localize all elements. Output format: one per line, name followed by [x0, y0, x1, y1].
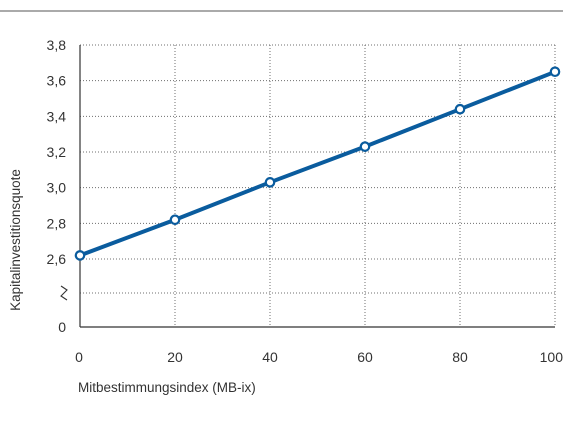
y-tick-label: 3,8	[47, 37, 67, 53]
data-point	[454, 103, 466, 115]
x-tick-label: 60	[357, 349, 373, 365]
x-tick-label: 40	[262, 349, 278, 365]
x-tick-label: 80	[452, 349, 468, 365]
x-tick-label: 100	[540, 349, 563, 365]
y-tick-label: 3,0	[47, 180, 67, 196]
y-axis-title: Kapitalinvestitionsquote	[8, 169, 23, 311]
y-tick-label: 3,4	[47, 108, 67, 124]
y-tick-label: 3,2	[47, 144, 67, 160]
data-point	[549, 66, 561, 78]
data-point	[264, 177, 276, 188]
axis-break-symbol	[60, 285, 68, 301]
x-tick-label: 20	[167, 349, 183, 365]
x-axis-title: Mitbestimmungsindex (MB-ix)	[78, 380, 256, 395]
y-tick-label: 2,6	[47, 251, 67, 267]
data-point	[359, 141, 371, 152]
y-tick-label: 3,6	[47, 73, 67, 89]
y-tick-label: 2,8	[47, 215, 67, 231]
data-point	[74, 250, 86, 261]
x-tick-label: 0	[75, 349, 83, 365]
y-zero-label: 0	[58, 319, 66, 335]
data-point	[169, 214, 181, 226]
series-line	[78, 69, 557, 258]
